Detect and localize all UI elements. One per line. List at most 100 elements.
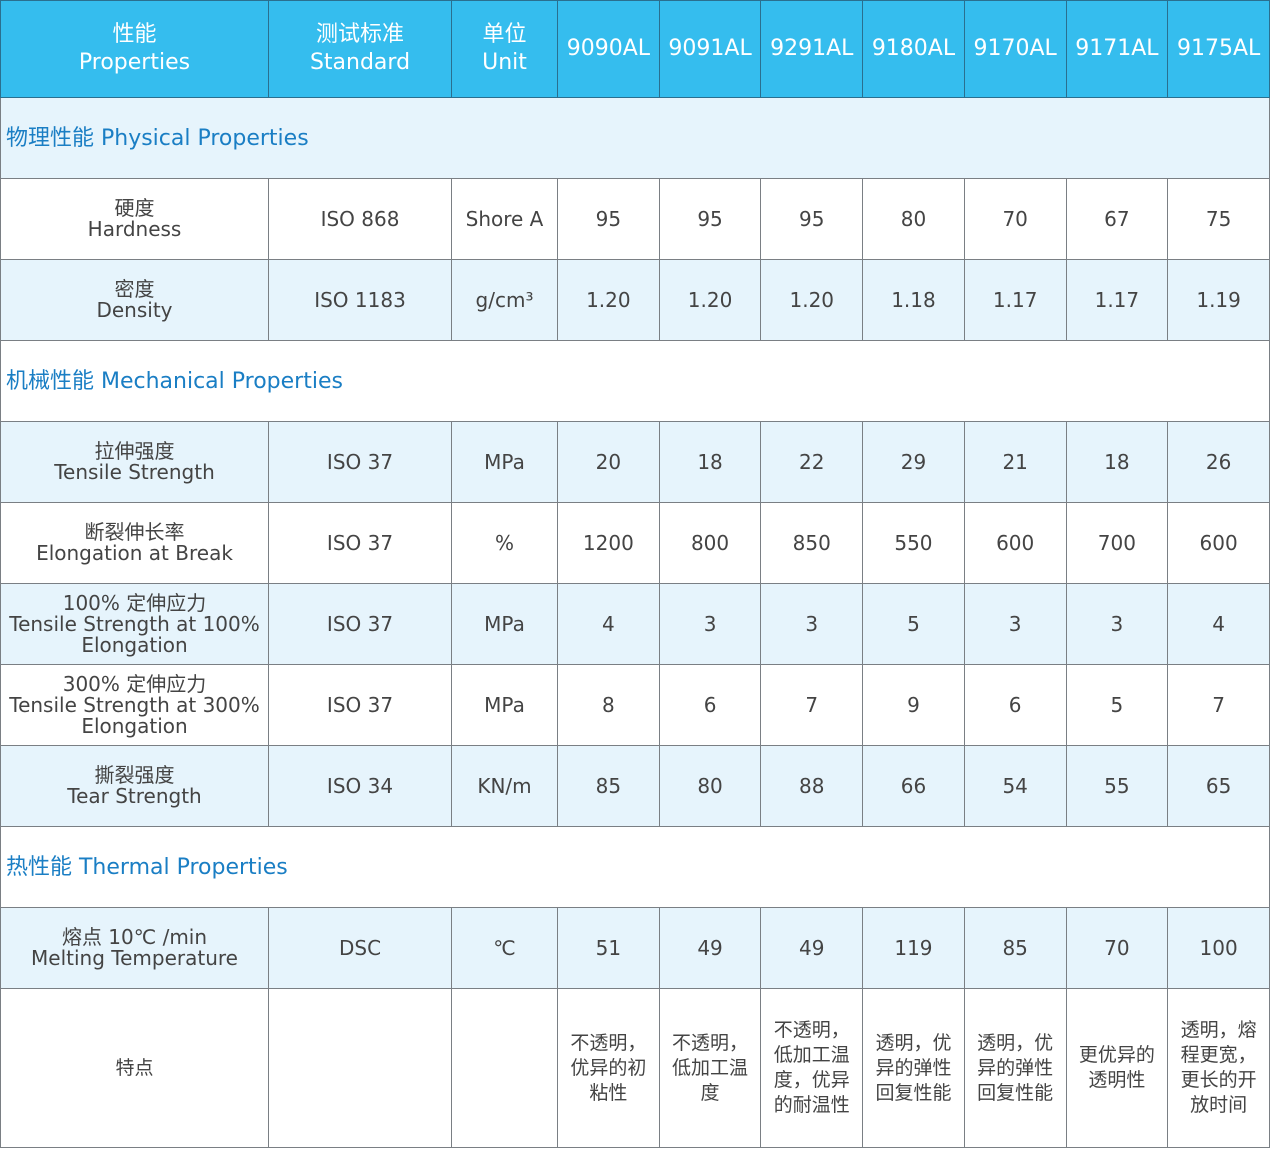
test-standard: ISO 868 (268, 178, 452, 260)
property-name-en: Elongation at Break (36, 541, 233, 565)
value-cell: 透明，熔程更宽，更长的开放时间 (1167, 988, 1270, 1148)
property-name: 断裂伸长率 Elongation at Break (0, 502, 269, 584)
value-cell: 7 (1167, 664, 1270, 746)
section-row: 物理性能 Physical Properties (0, 97, 1270, 179)
value-cell: 85 (963, 907, 1067, 989)
value-cell: 600 (963, 502, 1067, 584)
header-properties: 性能 Properties (0, 0, 269, 98)
value-cell: 透明，优异的弹性回复性能 (862, 988, 965, 1148)
header-grade: 9090AL (557, 0, 660, 98)
value-cell: 85 (557, 745, 660, 827)
test-standard: ISO 37 (268, 664, 452, 746)
value-cell: 65 (1167, 745, 1270, 827)
value-cell: 26 (1167, 421, 1270, 503)
test-standard: ISO 1183 (268, 259, 452, 341)
header-grade: 9171AL (1065, 0, 1169, 98)
property-name-en: Tensile Strength at 300% Elongation (9, 692, 260, 738)
value-cell: 70 (1065, 907, 1169, 989)
header-unit-en: Unit (482, 50, 527, 75)
property-name-zh: 特点 (115, 1056, 154, 1079)
value-cell: 5 (862, 583, 965, 665)
value-cell: 80 (658, 745, 762, 827)
test-standard: ISO 37 (268, 583, 452, 665)
table-row: 硬度 Hardness ISO 868 Shore A 95 95 95 80 70 67 75 (0, 178, 1270, 260)
section-title: 机械性能 Mechanical Properties (0, 340, 1270, 422)
property-name: 硬度 Hardness (0, 178, 269, 260)
value-cell: 1.18 (862, 259, 965, 341)
value-cell: 600 (1167, 502, 1270, 584)
property-name-en: Tensile Strength (54, 460, 215, 484)
property-name-en: Melting Temperature (31, 946, 238, 970)
value-cell: 22 (760, 421, 864, 503)
table-row: 300% 定伸应力 Tensile Strength at 300% Elonga… (0, 664, 1270, 746)
value-cell: 21 (963, 421, 1067, 503)
table-row: 熔点 10℃ /min Melting Temperature DSC ℃ 51 49 49… (0, 907, 1270, 989)
value-cell: 更优异的透明性 (1065, 988, 1169, 1148)
value-cell: 95 (760, 178, 864, 260)
value-cell: 4 (557, 583, 660, 665)
header-properties-en: Properties (78, 50, 191, 75)
value-cell: 80 (862, 178, 965, 260)
value-cell: 49 (658, 907, 762, 989)
value-cell: 3 (760, 583, 864, 665)
value-cell: 9 (862, 664, 965, 746)
value-cell: 95 (557, 178, 660, 260)
value-cell: 5 (1065, 664, 1169, 746)
property-name: 100% 定伸应力 Tensile Strength at 100% Elonga… (0, 583, 269, 665)
unit (451, 988, 558, 1148)
table-row: 撕裂强度 Tear Strength ISO 34 KN/m 85 80 88 66 54 55 6… (0, 745, 1270, 827)
unit: Shore A (451, 178, 558, 260)
header-grade: 9091AL (658, 0, 762, 98)
value-cell: 49 (760, 907, 864, 989)
value-cell: 95 (658, 178, 762, 260)
unit: % (451, 502, 558, 584)
property-name: 拉伸强度 Tensile Strength (0, 421, 269, 503)
value-cell: 29 (862, 421, 965, 503)
value-cell: 700 (1065, 502, 1169, 584)
table-row: 特点 不透明，优异的初粘性 不透明，低加工温度 不透明，低加工温度，优异的耐温性 透明，… (0, 988, 1270, 1148)
value-cell: 3 (963, 583, 1067, 665)
table-row: 拉伸强度 Tensile Strength ISO 37 MPa 20 18 22 29 21 1… (0, 421, 1270, 503)
unit: MPa (451, 421, 558, 503)
section-title: 热性能 Thermal Properties (0, 826, 1270, 908)
header-properties-zh: 性能 (112, 22, 157, 47)
value-cell: 55 (1065, 745, 1169, 827)
value-cell: 67 (1065, 178, 1169, 260)
test-standard: ISO 37 (268, 502, 452, 584)
test-standard: ISO 37 (268, 421, 452, 503)
value-cell: 8 (557, 664, 660, 746)
value-cell: 1.20 (557, 259, 660, 341)
value-cell: 1.17 (1065, 259, 1169, 341)
value-cell: 1200 (557, 502, 660, 584)
value-cell: 4 (1167, 583, 1270, 665)
value-cell: 88 (760, 745, 864, 827)
property-name-en: Hardness (87, 217, 182, 241)
property-name-zh: 密度 (114, 277, 155, 301)
value-cell: 6 (963, 664, 1067, 746)
value-cell: 119 (862, 907, 965, 989)
value-cell: 透明，优异的弹性回复性能 (963, 988, 1067, 1148)
property-name-zh: 撕裂强度 (94, 763, 175, 787)
property-name: 300% 定伸应力 Tensile Strength at 300% Elonga… (0, 664, 269, 746)
value-cell: 1.17 (963, 259, 1067, 341)
header-unit-zh: 单位 (482, 22, 527, 47)
value-cell: 1.20 (760, 259, 864, 341)
table-row: 密度 Density ISO 1183 g/cm³ 1.20 1.20 1.20 1.18 1.… (0, 259, 1270, 341)
value-cell: 51 (557, 907, 660, 989)
value-cell: 18 (1065, 421, 1169, 503)
property-name: 熔点 10℃ /min Melting Temperature (0, 907, 269, 989)
header-grade: 9170AL (963, 0, 1067, 98)
value-cell: 66 (862, 745, 965, 827)
unit: ℃ (451, 907, 558, 989)
value-cell: 7 (760, 664, 864, 746)
property-name-zh: 拉伸强度 (94, 439, 175, 463)
property-name-en: Tensile Strength at 100% Elongation (9, 611, 260, 657)
value-cell: 3 (1065, 583, 1169, 665)
value-cell: 54 (963, 745, 1067, 827)
value-cell: 1.20 (658, 259, 762, 341)
unit: KN/m (451, 745, 558, 827)
header-standard-en: Standard (309, 50, 411, 75)
value-cell: 1.19 (1167, 259, 1270, 341)
property-name: 特点 (0, 988, 269, 1148)
